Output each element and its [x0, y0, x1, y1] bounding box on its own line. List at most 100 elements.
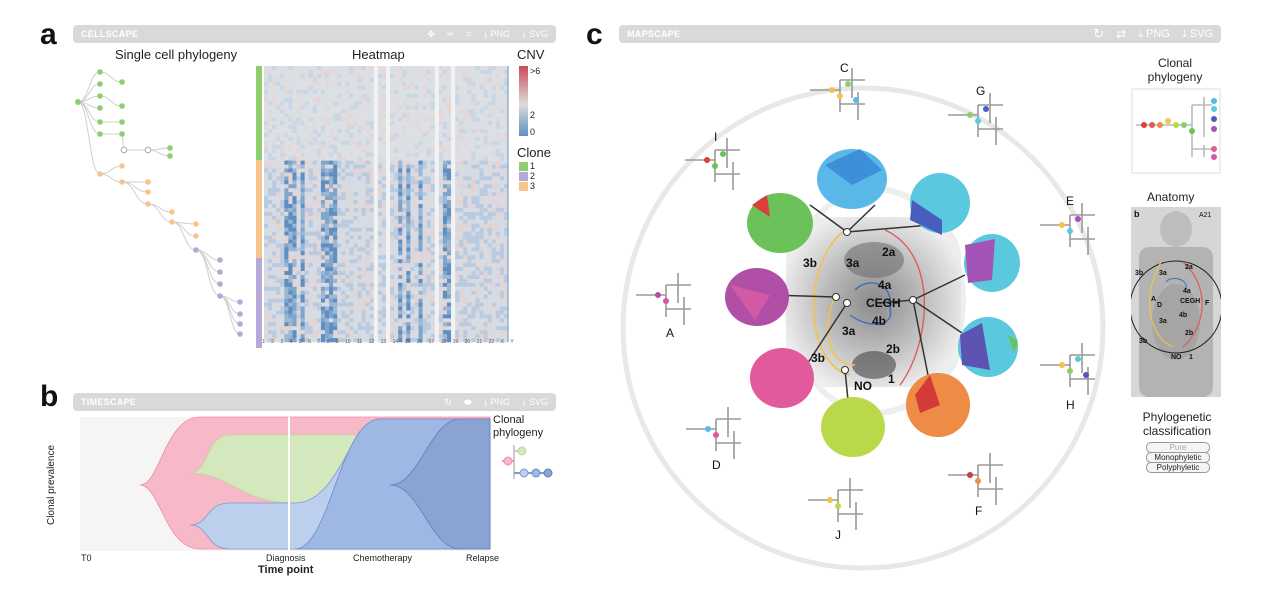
chromosome-label: 3 [280, 339, 284, 345]
reset-icon[interactable]: ↻ [444, 396, 452, 407]
blob-top [817, 149, 887, 209]
chromosome-label: X [500, 339, 504, 345]
clone-3-bar [256, 160, 262, 258]
tree-node [217, 269, 223, 275]
timescape-fishplot [80, 416, 491, 551]
sample-clone-dot [655, 292, 661, 298]
chromosome-label: Y [510, 339, 514, 345]
anatomy-region-label: F [1205, 300, 1210, 307]
clone-2-swatch [519, 172, 528, 181]
chromosome-label: 10 [344, 339, 351, 345]
blob-right-top [964, 234, 1020, 292]
sample-clone-dot [1075, 356, 1081, 362]
sample-clone-dot [1067, 228, 1073, 234]
sample-clone-dot [853, 97, 859, 103]
sample-clone-dot [983, 106, 989, 112]
side-clone-dot [1173, 122, 1179, 128]
tree-node [120, 146, 128, 154]
classification-polyphyletic-button[interactable]: Polyphyletic [1146, 462, 1210, 473]
tree-node [119, 163, 125, 169]
mapscape-toolbar-title: MAPSCAPE [627, 29, 681, 39]
anatomy-region-label: CEGH [1180, 298, 1200, 305]
clone-darkblue-stream [389, 418, 491, 550]
blob-top-right [910, 173, 970, 235]
reset-icon[interactable]: ↻ [1093, 26, 1105, 41]
sample-clone-dot [827, 497, 833, 503]
sample-label: J [835, 528, 841, 542]
blob-bottom [821, 397, 885, 457]
sample-phylogeny [685, 138, 740, 190]
sample-phylogeny [948, 93, 1003, 145]
anatomy-map: 3b 3a 2a 4a AD CEGH F 3a 4b 2b 3b NO 1 b A21 [1131, 207, 1221, 397]
download-png-button[interactable]: ⤓ PNG [483, 396, 511, 408]
sample-phylogeny [686, 407, 741, 459]
cnv-tick-mid: 2 [530, 110, 536, 120]
tree-node [167, 153, 173, 159]
tree-node [237, 299, 243, 305]
download-svg-button[interactable]: ⤓ SVG [1181, 27, 1213, 41]
anatomy-region-label: 2a [1185, 264, 1193, 271]
crop-icon[interactable]: ⌗ [466, 28, 472, 39]
side-clone-dot [1211, 154, 1217, 160]
chromosome-label: 12 [368, 339, 375, 345]
clone-3-label: 3 [530, 181, 536, 191]
sample-clone-dot [967, 112, 973, 118]
download-png-button[interactable]: ⤓ PNG [1138, 27, 1170, 41]
blob-top-left [747, 193, 813, 253]
cellscape-toolbar: CELLSCAPE ✥ ✂ ⌗ ⤓ PNG ⤓ SVG [73, 25, 556, 43]
cnv-tick-low: 0 [530, 127, 536, 137]
scissors-icon[interactable]: ✂ [446, 28, 455, 39]
sample-label: F [975, 504, 982, 518]
anatomy-title: Anatomy [1147, 190, 1195, 204]
anatomy-region-label: NO [1171, 354, 1182, 361]
region-label: NO [854, 379, 872, 393]
sample-clone-dot [829, 87, 835, 93]
sample-clone-dot [835, 503, 841, 509]
switch-view-icon[interactable]: ⬬ [463, 396, 472, 407]
clone-1-bar [256, 66, 262, 160]
chromosome-label: 11 [356, 339, 363, 345]
sample-label: I [714, 130, 717, 144]
side-clone-dot [1141, 122, 1147, 128]
anatomy-region-label: 3a [1159, 318, 1167, 325]
sample-clone-dot [704, 157, 710, 163]
clone-legend-title: Clone [517, 145, 551, 160]
side-phylogeny-title: Clonal phylogeny [1147, 56, 1203, 84]
tree-node [97, 105, 103, 111]
download-svg-button[interactable]: ⤓ SVG [522, 28, 548, 40]
download-png-button[interactable]: ⤓ PNG [483, 28, 511, 40]
region-label: 3b [803, 256, 817, 270]
cellscape-toolbar-title: CELLSCAPE [81, 29, 139, 39]
tree-node [237, 331, 243, 337]
chromosome-label: 5 [298, 339, 302, 345]
chromosome-label: 17 [428, 339, 435, 345]
panel-b-letter: b [40, 380, 59, 413]
tree-node [97, 69, 103, 75]
clone-1-label: 1 [530, 161, 536, 171]
sample-phylogeny [948, 453, 1003, 505]
tree-node [119, 179, 125, 185]
outer-ring [620, 85, 1106, 571]
sample-clone-dot [967, 472, 973, 478]
region-label: 3a [846, 256, 860, 270]
move-icon[interactable]: ✥ [427, 28, 435, 39]
download-svg-button[interactable]: ⤓ SVG [522, 396, 548, 408]
chromosome-label: 21 [476, 339, 483, 345]
side-clone-dot [1157, 122, 1163, 128]
tree-node [119, 119, 125, 125]
tree-node [193, 221, 199, 227]
blob-left [725, 268, 789, 326]
tree-node [169, 209, 175, 215]
chromosome-label: 6 [308, 339, 311, 345]
sample-clone-dot [712, 163, 718, 169]
anatomy-region-label: 3a [1159, 270, 1167, 277]
chromosome-label: 20 [464, 339, 471, 345]
side-clone-dot [1211, 106, 1217, 112]
clone-1-swatch [519, 162, 528, 171]
tree-node [237, 311, 243, 317]
side-clone-dot [1165, 118, 1171, 124]
tree-node [97, 171, 103, 177]
sample-clone-dot [705, 426, 711, 432]
swap-icon[interactable]: ⇄ [1116, 27, 1127, 41]
chromosome-label: 14 [392, 339, 399, 345]
